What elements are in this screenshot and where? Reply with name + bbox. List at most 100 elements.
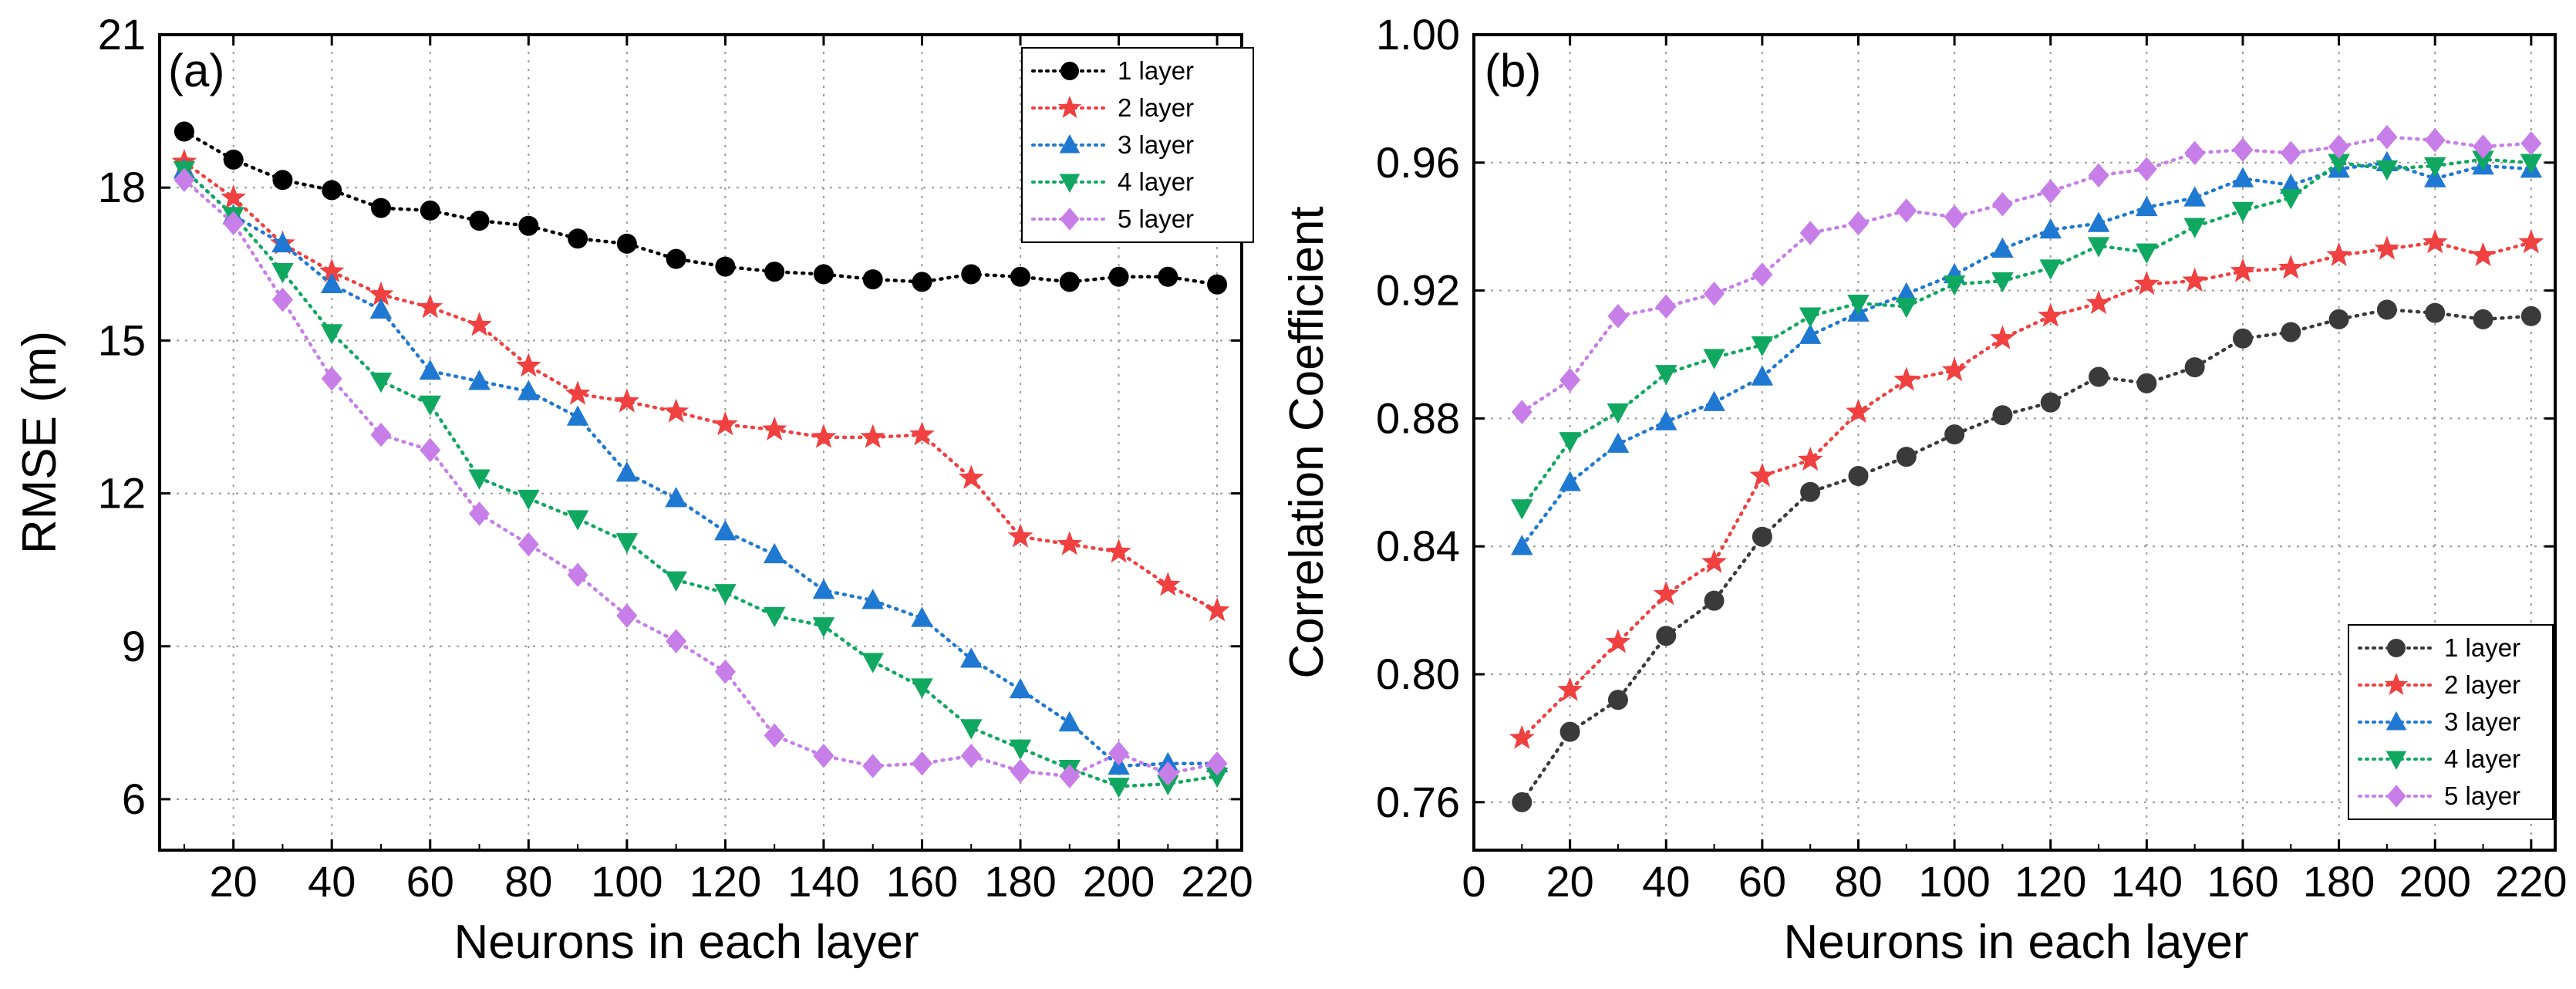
x-axis-title: Neurons in each layer [1783,916,2248,969]
axis-ticks: 0 20 40 60 80 100 120 140 160 180 200 220 0.76 0.80 0.… [1376,10,2568,906]
data-point [616,603,638,628]
data-point [1157,761,1178,786]
data-point [221,184,247,209]
data-point [2087,237,2110,258]
data-point [2281,322,2301,343]
x-tick-label: 40 [1642,857,1690,906]
data-point [2136,157,2157,181]
data-point [2136,373,2157,393]
data-point [1059,272,1080,292]
data-point [714,660,736,684]
x-tick-label: 140 [2111,857,2183,906]
series-line [182,167,1219,788]
data-point [271,262,294,284]
data-point [1108,741,1130,766]
data-point [468,469,491,490]
data-point [1155,572,1181,596]
y-tick-label: 0.80 [1376,650,1460,698]
x-axis-title: Neurons in each layer [453,916,919,969]
data-point [764,723,785,748]
data-point [1701,549,1727,573]
axis-ticks: 20 40 60 80 100 120 140 160 180 200 220 6 9 12 15 18 21 [98,10,1253,906]
data-point [223,211,244,236]
data-point [909,421,935,446]
data-point [714,584,737,605]
data-point [961,264,982,285]
x-tick-label: 60 [406,857,454,906]
data-point [419,395,441,416]
data-point [2184,357,2205,378]
y-axis-title: RMSE (m) [13,331,66,554]
data-point [1703,349,1725,370]
data-point [1106,538,1131,563]
data-point [1991,237,2014,258]
plot-frame [158,33,1243,852]
data-point [2328,154,2350,174]
data-point [272,170,293,191]
data-point [2231,201,2254,222]
data-point [1205,767,1229,788]
data-point [420,437,441,463]
x-tick-label: 220 [1181,857,1253,906]
data-point [764,262,785,282]
data-point [567,562,588,588]
data-point [1704,590,1725,611]
data-point [1206,751,1228,776]
x-tick-label: 160 [886,857,958,906]
x-tick-label: 200 [2399,857,2471,906]
data-point [2040,392,2061,413]
x-tick-label: 60 [1738,857,1786,906]
data-point [2039,259,2062,280]
data-point [1512,792,1532,812]
data-point [1057,531,1083,555]
y-tick-label: 0.76 [1376,778,1460,826]
data-point [715,256,736,277]
x-tick-label: 40 [308,857,356,906]
data-point [1654,365,1677,386]
data-point [518,489,540,511]
data-point [469,501,491,526]
data-point [1704,282,1725,306]
data-point [666,629,687,653]
data-point [1108,778,1130,798]
data-point [2472,150,2494,171]
legend-marker [1057,95,1082,118]
panel-label: (b) [1485,45,1541,96]
data-point [811,424,837,448]
y-tick-label: 9 [122,622,146,670]
data-point [1010,266,1031,287]
data-point [1655,294,1677,319]
data-point [958,464,984,489]
data-point [665,487,687,508]
data-point [2470,241,2496,266]
data-point [321,366,342,391]
data-point [2422,229,2448,254]
data-point [2040,179,2062,204]
data-point [1511,535,1533,555]
legend: 1 layer 2 layer 3 layer 4 layer 5 layer [1021,47,1254,243]
data-point [2518,229,2544,254]
data-point [1943,275,1966,296]
data-point [1511,400,1532,424]
series-line [1520,160,2534,549]
data-point [565,380,591,405]
data-point [665,571,687,592]
series-3-layer [173,158,1229,775]
legend-marker [1059,174,1081,193]
series-2-layer [171,148,1230,622]
data-point [2520,131,2542,156]
data-point [761,416,787,440]
y-axis-title: Correlation Coefficient [1280,206,1334,678]
y-tick-label: 18 [98,163,146,211]
legend-marker [1060,208,1080,231]
data-point [1108,266,1129,287]
data-point [1893,366,1920,391]
data-point [2328,309,2349,329]
x-tick-label: 140 [787,857,859,906]
data-point [813,264,834,285]
data-point [2280,189,2302,210]
data-point [1559,721,1580,742]
data-point [1991,272,2014,293]
data-point [1895,298,1918,319]
